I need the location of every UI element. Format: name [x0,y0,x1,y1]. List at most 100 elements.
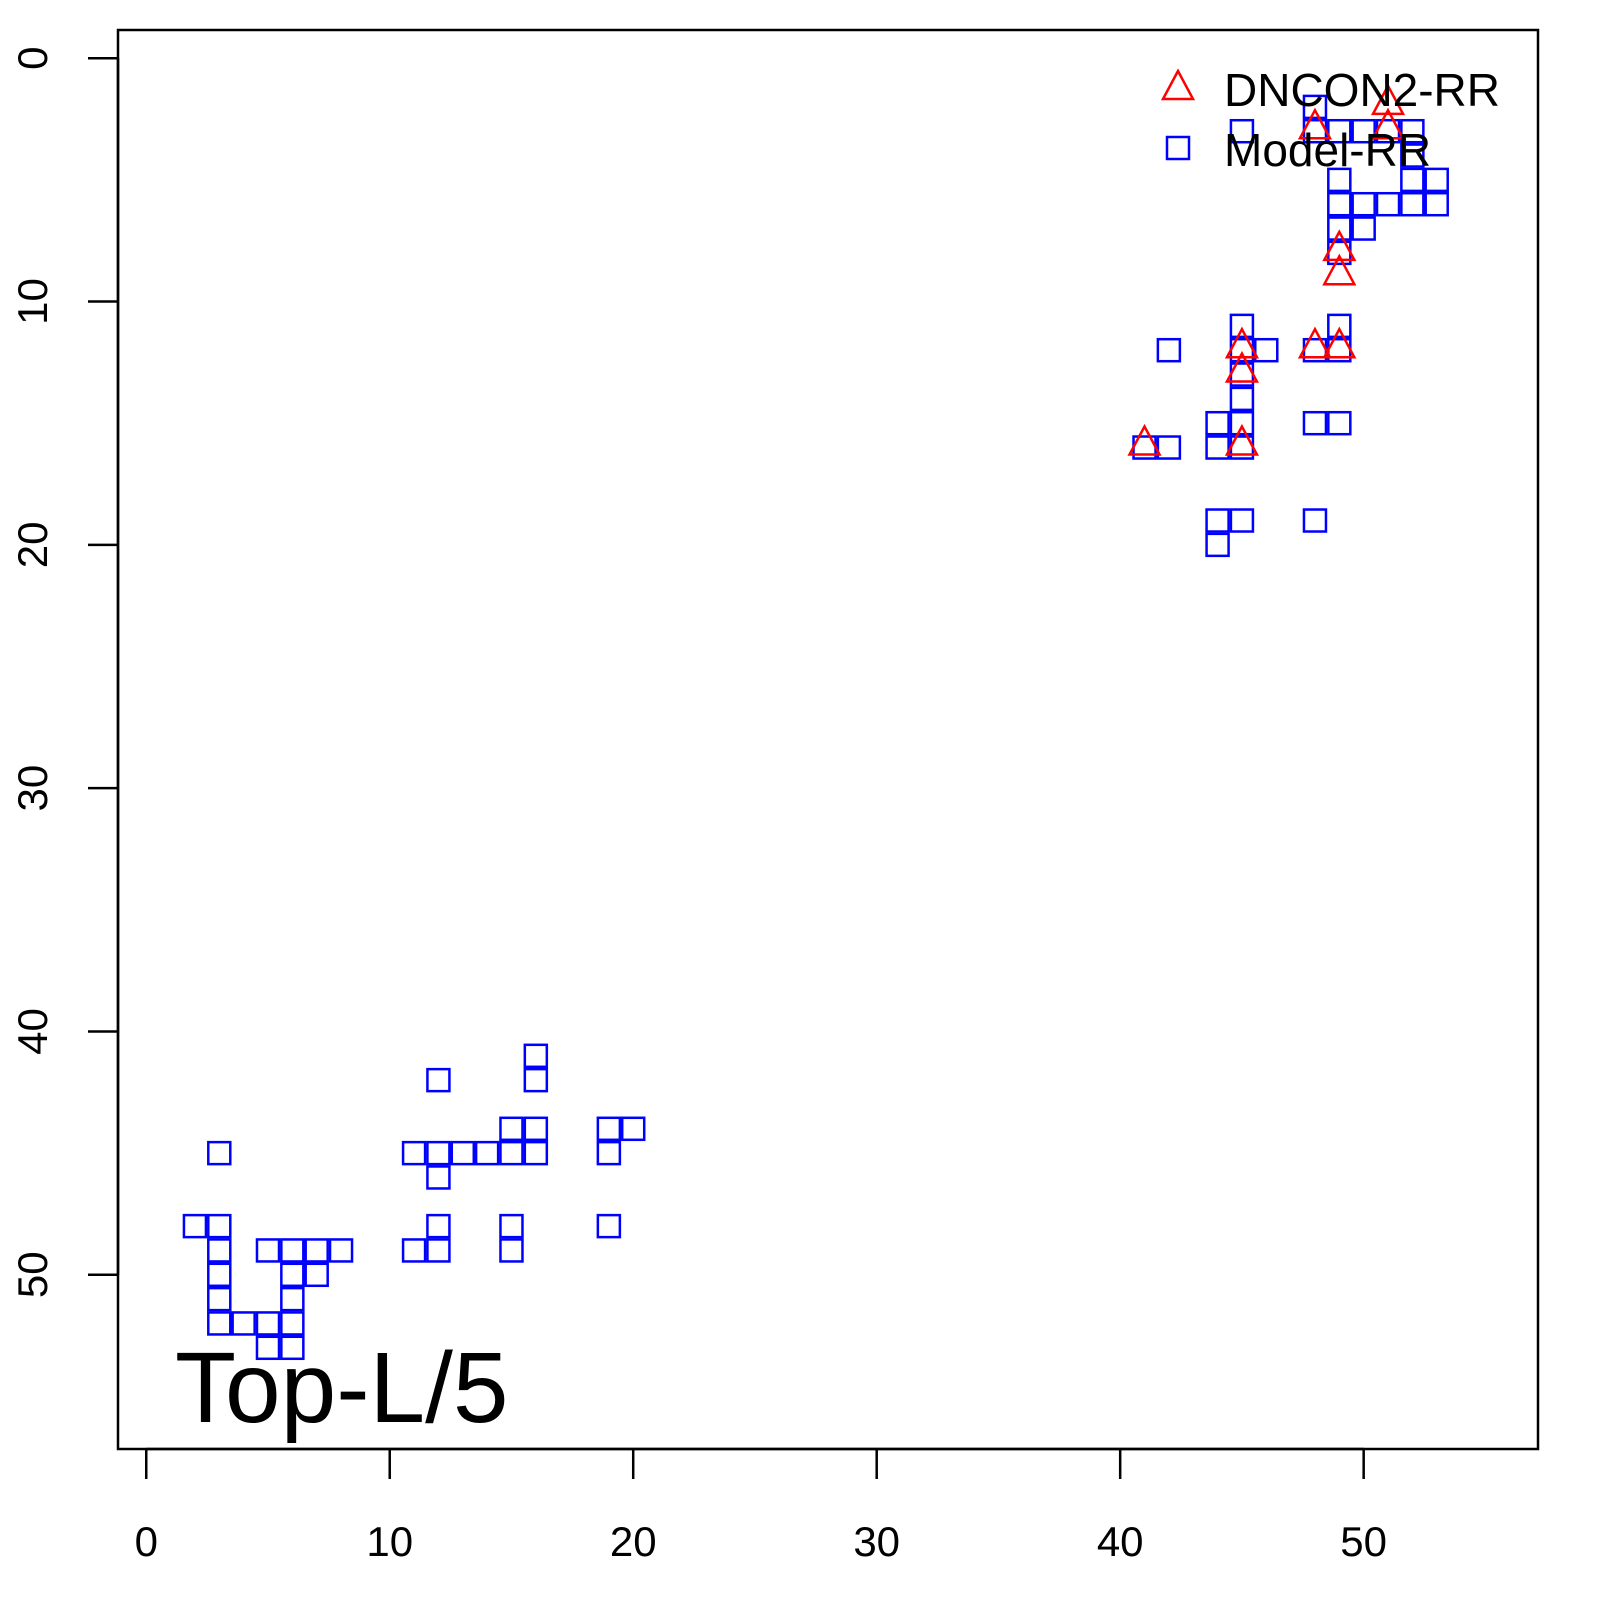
model-rr-point [1229,313,1255,339]
model-rr-point [1229,410,1255,436]
model-rr-point [1351,191,1376,217]
model-rr-point [1327,410,1352,436]
dncon2-rr-point [1224,326,1260,359]
model-rr-point [523,1116,549,1142]
model-rr-point [401,1238,427,1263]
model-rr-point [426,1067,451,1093]
y-tick-label: 10 [9,278,56,325]
model-rr-point [523,1140,549,1166]
model-rr-point [499,1213,524,1239]
model-rr-point [207,1238,232,1263]
dncon2-rr-point [1370,83,1406,116]
model-rr-point [596,1213,622,1239]
model-rr-point [620,1116,646,1142]
model-rr-point [450,1140,476,1166]
model-rr-point [1205,410,1230,436]
model-rr-point [401,1140,427,1166]
model-rr-point [1327,313,1352,339]
model-rr-point [1327,216,1352,241]
model-rr-point [207,1213,232,1239]
model-rr-point [1302,508,1328,533]
legend-square-icon [1165,135,1191,161]
dncon2-rr-point [1297,107,1333,140]
dncon2-rr-point [1297,326,1333,359]
model-rr-point [304,1262,329,1288]
model-rr-point [474,1140,500,1166]
x-tick-label: 10 [366,1518,413,1565]
model-rr-point [1400,191,1425,217]
model-rr-point [207,1311,232,1336]
model-rr-point [426,1140,451,1166]
model-rr-point [523,1067,549,1093]
y-tick-label: 20 [9,521,56,568]
model-rr-point [426,1165,451,1190]
legend-label: Model-RR [1224,124,1431,176]
model-rr-point [207,1140,232,1166]
x-tick-label: 20 [610,1518,657,1565]
model-rr-point [596,1116,622,1142]
x-tick-label: 0 [135,1518,158,1565]
model-rr-point [523,1043,549,1069]
model-rr-point [328,1238,354,1263]
y-tick-label: 50 [9,1251,56,1298]
model-rr-point [1229,508,1255,533]
model-rr-point [499,1238,524,1263]
model-rr-point [304,1238,329,1263]
model-rr-point [596,1140,622,1166]
y-tick-label: 30 [9,765,56,812]
x-tick-label: 50 [1340,1518,1387,1565]
dncon2-rr-point [1224,350,1260,383]
plot-frame [116,28,1540,1451]
model-rr-point [1424,191,1449,217]
model-rr-point [280,1311,305,1336]
dncon2-rr-point [1127,423,1162,456]
model-rr-point [280,1335,305,1361]
model-rr-point [1327,191,1352,217]
model-rr-point [1156,337,1182,363]
model-rr-point [1400,118,1425,144]
data-points [182,83,1449,1361]
model-rr-point [280,1262,305,1288]
model-rr-point [1400,143,1425,168]
model-rr-point [426,1238,451,1263]
model-rr-point [1351,216,1376,241]
annotation-top-l5: Top-L/5 [175,1332,509,1444]
model-rr-point [1156,435,1182,460]
model-rr-point [1327,167,1352,193]
dncon2-rr-point [1322,229,1357,262]
dncon2-rr-point [1224,423,1260,456]
model-rr-point [255,1238,281,1263]
dncon2-rr-point [1322,326,1357,359]
model-rr-point [280,1286,305,1312]
model-rr-point [1205,508,1230,533]
model-rr-point [255,1311,281,1336]
model-rr-point [207,1262,232,1288]
model-rr-point [207,1286,232,1312]
model-rr-point [1229,386,1255,412]
model-rr-point [1400,167,1425,193]
model-rr-point [1302,410,1328,436]
legend-label: DNCON2-RR [1224,64,1500,116]
model-rr-point [1205,435,1230,460]
model-rr-point [1229,118,1255,144]
model-rr-point [1302,94,1328,120]
model-rr-point [182,1213,208,1239]
model-rr-point [1205,532,1230,558]
legend: DNCON2-RR Model-RR [1160,64,1500,176]
legend-triangle-icon [1160,68,1196,101]
model-rr-point [426,1213,451,1239]
model-rr-point [1254,337,1279,363]
dncon2-rr-point [1322,253,1357,286]
y-axis: 0 10 20 30 40 50 [9,47,120,1298]
model-rr-point [1424,167,1449,193]
y-tick-label: 0 [9,47,56,70]
model-rr-point [231,1311,256,1336]
model-rr-point [280,1238,305,1263]
x-tick-label: 30 [853,1518,900,1565]
x-tick-label: 40 [1097,1518,1144,1565]
model-rr-point [1351,118,1376,144]
model-rr-point [1375,191,1401,217]
model-rr-point [255,1335,281,1361]
dncon2-rr-point [1370,107,1406,140]
